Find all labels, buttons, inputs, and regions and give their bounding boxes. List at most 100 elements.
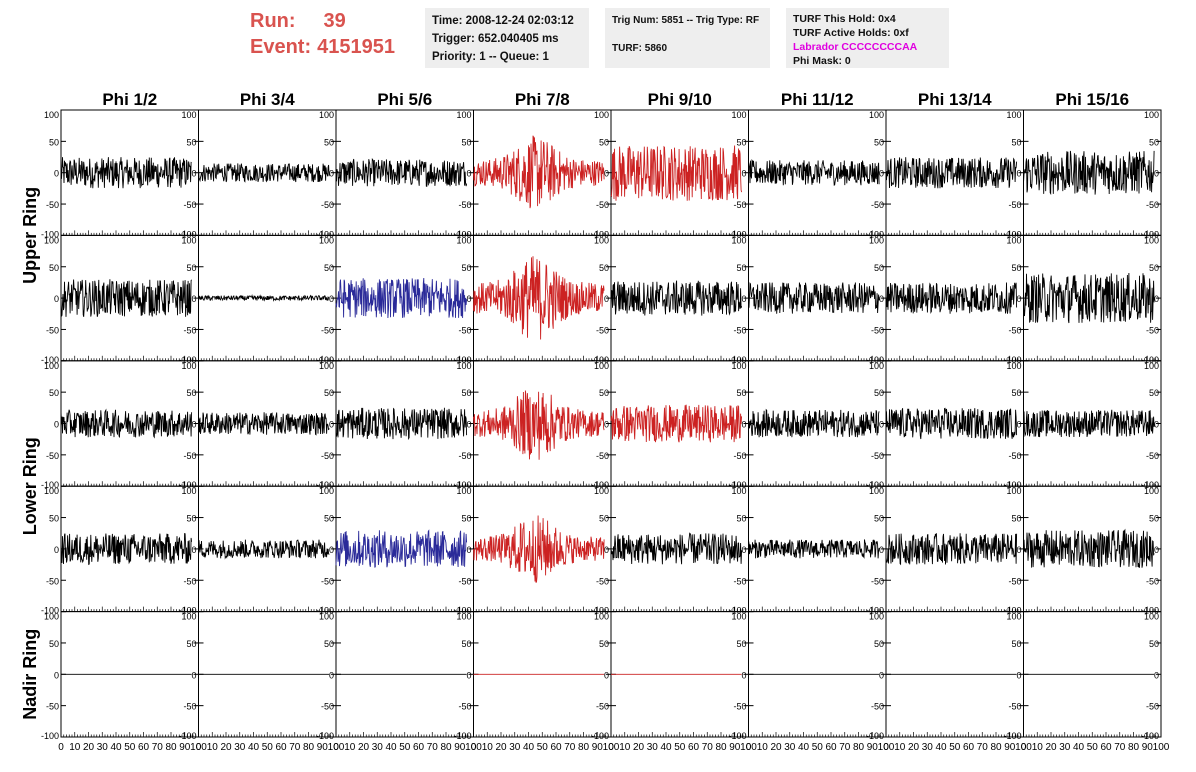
y-tick-label: 0 [741, 420, 746, 430]
y-tick-label: 50 [49, 137, 59, 147]
y-tick-label: 50 [186, 137, 196, 147]
y-tick-label: 0 [604, 670, 609, 680]
waveform-trace [610, 280, 743, 316]
y-tick-label: 50 [1149, 137, 1159, 147]
y-tick-label: 50 [874, 639, 884, 649]
x-tick-label: 50 [1087, 742, 1099, 753]
y-tick-label: 0 [329, 545, 334, 555]
x-tick-label: 70 [1114, 742, 1126, 753]
x-tick-label: 30 [647, 742, 659, 753]
y-tick-label: 50 [1149, 388, 1159, 398]
y-tick-label: -50 [321, 451, 334, 461]
y-tick-label: -50 [46, 451, 59, 461]
y-tick-label: -50 [1008, 702, 1021, 712]
y-tick-label: -50 [183, 702, 196, 712]
y-tick-label: 0 [191, 294, 196, 304]
x-tick-label: 50 [812, 742, 824, 753]
y-tick-label: 50 [461, 263, 471, 273]
y-tick-label: -100 [41, 606, 59, 616]
waveform-trace [198, 163, 330, 183]
labrador-text: Labrador CCCCCCCCAA [793, 41, 918, 53]
y-tick-label: 0 [191, 169, 196, 179]
y-tick-label: 100 [1006, 612, 1021, 622]
y-tick-label: 0 [741, 294, 746, 304]
x-tick-label: 0 [196, 742, 202, 753]
y-tick-label: 0 [191, 670, 196, 680]
y-tick-label: 50 [324, 388, 334, 398]
y-tick-label: 50 [736, 137, 746, 147]
y-tick-label: 100 [594, 486, 609, 496]
y-tick-label: 100 [456, 110, 471, 120]
x-tick-label: 10 [207, 742, 219, 753]
y-tick-label: 0 [466, 294, 471, 304]
y-tick-label: 50 [49, 263, 59, 273]
x-tick-label: 20 [358, 742, 370, 753]
y-tick-label: 0 [1016, 169, 1021, 179]
y-tick-label: 100 [181, 486, 196, 496]
column-header: Phi 15/16 [1055, 90, 1129, 109]
x-tick-label: 100 [740, 742, 757, 753]
y-tick-label: 50 [599, 388, 609, 398]
x-tick-label: 70 [427, 742, 439, 753]
y-tick-label: 100 [731, 486, 746, 496]
run-label: Run: [250, 10, 296, 32]
y-tick-label: 100 [456, 361, 471, 371]
y-tick-label: -50 [183, 200, 196, 210]
x-tick-label: 60 [413, 742, 425, 753]
x-tick-label: 100 [603, 742, 620, 753]
y-tick-label: -50 [596, 702, 609, 712]
waveform-trace [1023, 272, 1155, 324]
y-tick-label: 100 [1006, 486, 1021, 496]
x-tick-label: 40 [523, 742, 535, 753]
y-tick-label: 50 [1149, 263, 1159, 273]
waveform-trace [748, 539, 880, 559]
x-tick-label: 50 [674, 742, 686, 753]
x-tick-label: 80 [715, 742, 727, 753]
row-label: Lower Ring [20, 437, 40, 535]
y-tick-label: -50 [1008, 451, 1021, 461]
x-tick-label: 60 [550, 742, 562, 753]
y-tick-label: -50 [596, 325, 609, 335]
y-tick-label: 50 [736, 263, 746, 273]
y-tick-label: 0 [54, 670, 59, 680]
y-tick-label: -100 [41, 480, 59, 490]
y-tick-label: 100 [44, 110, 59, 120]
y-tick-label: 50 [324, 137, 334, 147]
y-tick-label: 100 [44, 235, 59, 245]
y-tick-label: 100 [319, 612, 334, 622]
y-tick-label: 50 [1011, 639, 1021, 649]
run-event-box: Run: 39 Event: 4151951 [250, 8, 395, 60]
y-tick-label: 50 [186, 514, 196, 524]
waveform-trace [610, 532, 743, 565]
y-tick-label: -50 [321, 576, 334, 586]
x-tick-label: 20 [1045, 742, 1057, 753]
y-tick-label: 100 [869, 361, 884, 371]
x-tick-label: 60 [138, 742, 150, 753]
y-tick-label: 0 [329, 294, 334, 304]
y-tick-label: -50 [871, 200, 884, 210]
trig-info-box: Trig Num: 5851 -- Trig Type: RF TURF: 58… [605, 8, 770, 68]
waveform-trace [473, 390, 605, 460]
y-tick-label: 50 [599, 514, 609, 524]
run-value: 39 [323, 10, 346, 32]
y-tick-label: 0 [741, 169, 746, 179]
x-tick-label: 50 [537, 742, 549, 753]
y-tick-label: 0 [329, 670, 334, 680]
y-tick-label: -50 [46, 702, 59, 712]
y-tick-label: -50 [1008, 325, 1021, 335]
turf-info-box: TURF This Hold: 0x4 TURF Active Holds: 0… [786, 8, 949, 68]
y-tick-label: -50 [1146, 200, 1159, 210]
y-tick-label: 0 [604, 169, 609, 179]
x-tick-label: 90 [592, 742, 604, 753]
x-tick-label: 30 [784, 742, 796, 753]
x-tick-label: 90 [1142, 742, 1154, 753]
x-tick-label: 10 [482, 742, 494, 753]
y-tick-label: 100 [319, 486, 334, 496]
waveform-trace [885, 282, 1018, 314]
waveform-trace [748, 282, 880, 314]
time-text: Time: 2008-12-24 02:03:12 [432, 15, 574, 27]
x-tick-label: 50 [124, 742, 136, 753]
x-tick-label: 20 [220, 742, 232, 753]
x-tick-label: 100 [1015, 742, 1032, 753]
x-tick-label: 0 [746, 742, 752, 753]
